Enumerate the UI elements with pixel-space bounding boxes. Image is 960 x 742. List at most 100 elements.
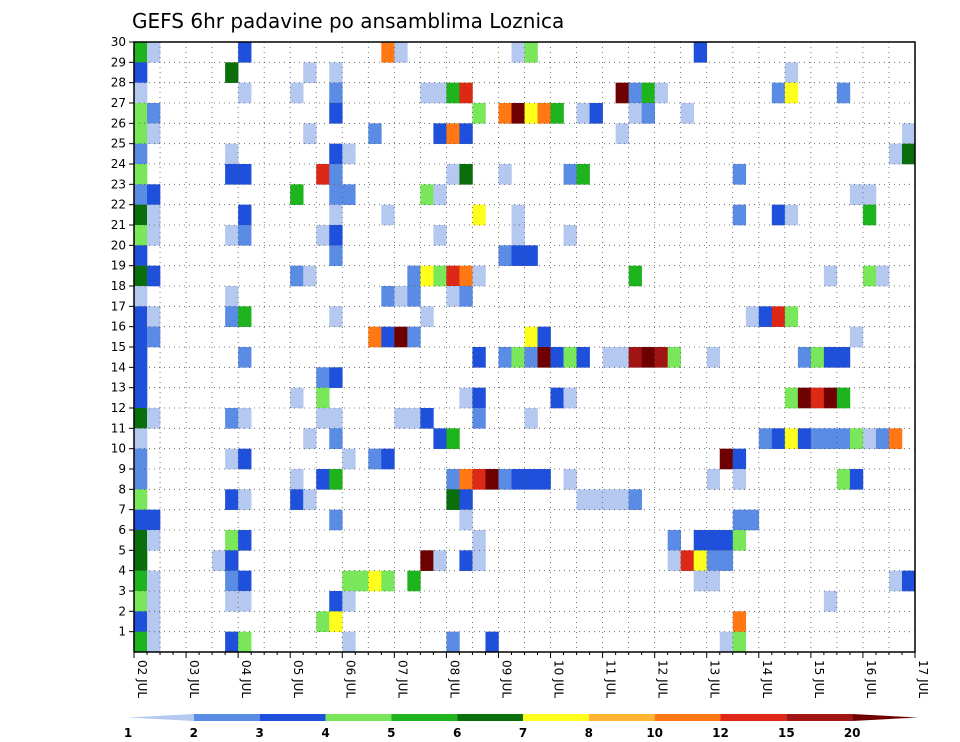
y-tick-label: 2	[118, 604, 126, 618]
heatmap-cell	[225, 530, 239, 551]
heatmap-cell	[563, 469, 577, 490]
heatmap-cell	[355, 570, 369, 592]
heatmap-cell	[693, 42, 708, 63]
heatmap-cell	[732, 469, 747, 490]
heatmap-cell	[225, 225, 239, 246]
heatmap-cell	[745, 306, 760, 327]
heatmap-cell	[433, 428, 447, 449]
y-tick-label: 25	[111, 137, 126, 151]
heatmap-cell	[784, 387, 799, 409]
heatmap-cell	[420, 408, 434, 429]
legend-label: 20	[844, 726, 861, 740]
heatmap-cell	[433, 550, 447, 571]
heatmap-cell	[238, 489, 252, 510]
heatmap-cell	[511, 42, 525, 63]
heatmap-cell	[238, 408, 252, 429]
heatmap-cell	[134, 326, 148, 348]
x-tick-label: 12 JUL	[656, 660, 670, 698]
heatmap-cell	[628, 489, 642, 510]
x-tick-label: 04 JUL	[239, 660, 253, 698]
heatmap-cell	[342, 143, 356, 165]
color-legend: 1 2 3 4 5 6 7 8 10 12 15 20	[124, 714, 918, 740]
heatmap-cell	[433, 123, 447, 144]
heatmap-cell	[875, 265, 890, 287]
heatmap-cell	[732, 509, 747, 531]
heatmap-cell	[862, 428, 877, 449]
heatmap-cell	[901, 143, 916, 165]
heatmap-cell	[446, 469, 460, 490]
heatmap-cell	[329, 245, 343, 266]
x-axis: 02 JUL 03 JUL 04 JUL 05 JUL 06 JUL 07 JUL 08 J…	[133, 652, 930, 698]
heatmap-cell	[394, 326, 408, 348]
y-tick-label: 5	[118, 543, 126, 557]
y-tick-label: 21	[111, 218, 126, 232]
heatmap-cell	[329, 469, 343, 490]
heatmap-cell	[472, 103, 486, 124]
heatmap-cell	[888, 143, 903, 165]
heatmap-cell	[771, 428, 786, 449]
y-tick-label: 27	[111, 96, 126, 110]
heatmap-cell	[394, 42, 408, 63]
heatmap-cell	[823, 347, 838, 368]
heatmap-cell	[667, 347, 681, 368]
y-tick-label: 12	[111, 401, 126, 415]
heatmap-cell	[615, 82, 629, 104]
legend-swatch	[457, 714, 523, 721]
heatmap-cell	[849, 428, 864, 449]
heatmap-cell	[147, 123, 161, 144]
heatmap-cell	[563, 387, 577, 409]
heatmap-cell	[134, 408, 148, 429]
heatmap-cell	[706, 570, 721, 592]
heatmap-cell	[654, 82, 668, 104]
heatmap-cell	[368, 123, 382, 144]
heatmap-cell	[511, 204, 525, 226]
heatmap-cell	[147, 103, 161, 124]
x-tick-label: 07 JUL	[395, 660, 409, 698]
heatmap-cell	[576, 164, 590, 185]
heatmap-cell	[459, 489, 473, 510]
heatmap-cell	[381, 326, 395, 348]
heatmap-cell	[628, 103, 642, 124]
heatmap-cell	[381, 204, 395, 226]
y-tick-label: 22	[111, 198, 126, 212]
heatmap-cell	[719, 631, 734, 653]
heatmap-cell	[134, 286, 148, 307]
heatmap-cell	[407, 570, 421, 592]
heatmap-cell	[147, 509, 161, 531]
heatmap-cell	[368, 448, 382, 470]
heatmap-cell	[537, 469, 551, 490]
legend-label: 1	[124, 726, 132, 740]
heatmap-cell	[420, 184, 434, 205]
heatmap-cell	[225, 143, 239, 165]
heatmap-cell	[784, 62, 799, 83]
heatmap-cell	[797, 428, 812, 449]
heatmap-cell	[524, 245, 538, 266]
x-tick-label: 03 JUL	[187, 660, 201, 698]
heatmap-cell	[147, 591, 161, 612]
x-tick-label: 02 JUL	[135, 660, 149, 698]
heatmap-cell	[329, 204, 343, 226]
heatmap-cell	[563, 225, 577, 246]
heatmap-cell	[316, 225, 330, 246]
heatmap-cell	[446, 123, 460, 144]
heatmap-cell	[459, 509, 473, 531]
heatmap-cell	[342, 448, 356, 470]
legend-label: 8	[585, 726, 593, 740]
heatmap-cell	[381, 42, 395, 63]
heatmap-cell	[147, 204, 161, 226]
heatmap-cell	[641, 82, 655, 104]
heatmap-cell	[498, 347, 512, 368]
heatmap-cell	[147, 611, 161, 632]
y-tick-label: 29	[111, 55, 126, 69]
heatmap-cell	[784, 306, 799, 327]
heatmap-cell	[134, 509, 148, 531]
heatmap-cell	[446, 286, 460, 307]
heatmap-cell	[381, 286, 395, 307]
heatmap-cell	[758, 306, 773, 327]
heatmap-cell	[693, 570, 708, 592]
heatmap-cell	[849, 184, 864, 205]
heatmap-cell	[329, 306, 343, 327]
heatmap-cell	[784, 82, 799, 104]
heatmap-cell	[589, 489, 603, 510]
heatmap-cell	[875, 428, 890, 449]
